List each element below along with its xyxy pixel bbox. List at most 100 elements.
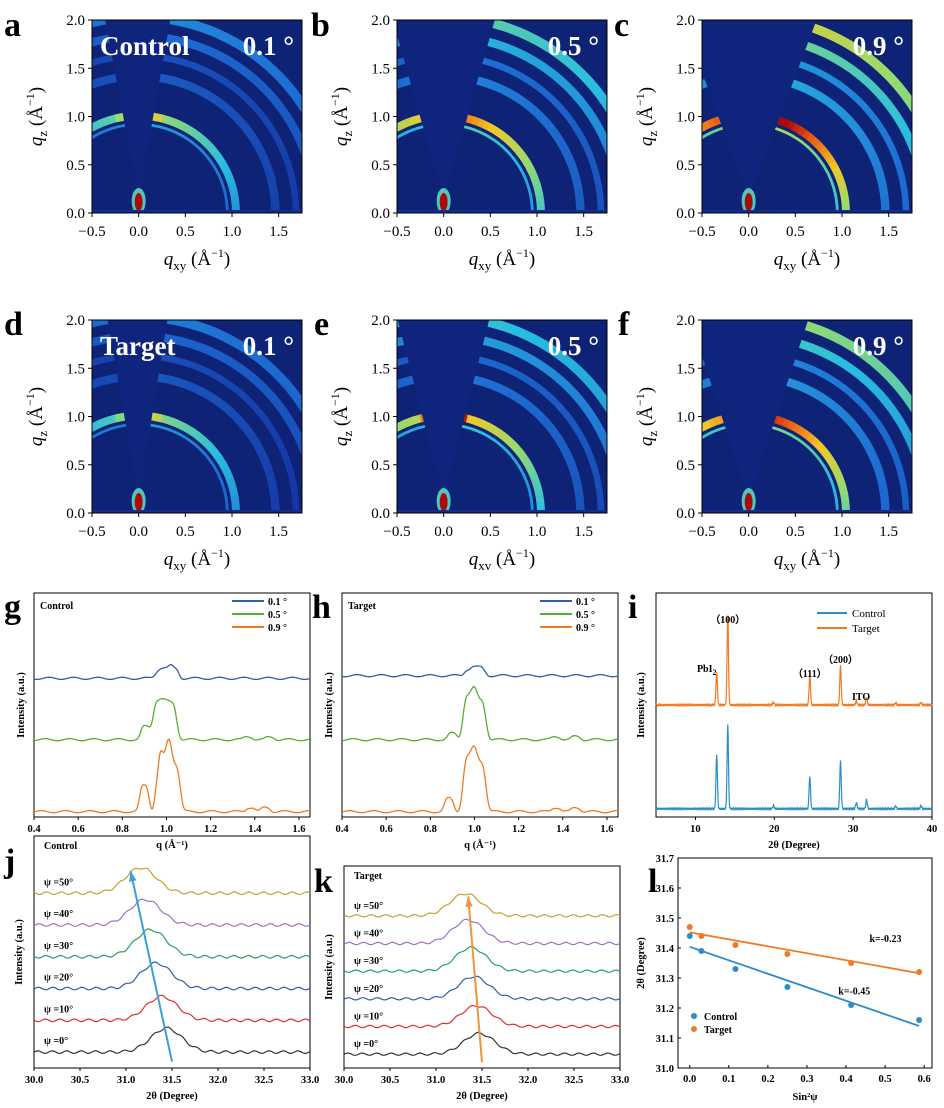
ring-segment xyxy=(358,481,363,487)
y-axis-label: qz (Å−1) xyxy=(23,387,50,446)
series-line-3 xyxy=(33,928,311,959)
series-line-0 xyxy=(343,1031,621,1056)
ring-segment xyxy=(665,450,675,460)
y-tick-label: 0.0 xyxy=(371,506,390,522)
ring-segment xyxy=(530,201,534,208)
ring-segment xyxy=(667,471,672,477)
y-axis-label: Intensity (a.u.) xyxy=(324,672,335,738)
ring-segment xyxy=(81,126,91,136)
ring-segment xyxy=(856,347,873,363)
ring-segment xyxy=(836,34,853,50)
ring-segment xyxy=(523,52,538,66)
ring-segment xyxy=(330,500,340,513)
x-axis-label: qxy (Å−1) xyxy=(164,546,230,573)
ring-segment xyxy=(569,421,582,434)
ring-segment xyxy=(564,413,576,426)
ring-segment xyxy=(819,370,832,382)
series-label: ψ =10° xyxy=(44,1004,73,1015)
ring-segment xyxy=(793,435,800,442)
scatter-panel-l: 0.0 0.1 0.2 0.3 0.4 0.5 0.6 31.0 31.1 31.2 31.3 31.… xyxy=(636,854,933,1103)
ring-segment xyxy=(669,145,679,155)
ring-segment xyxy=(303,158,314,171)
y-tick-label: 0.0 xyxy=(676,206,695,222)
ring-segment xyxy=(774,126,781,132)
ring-segment xyxy=(416,425,424,430)
y-tick-label: 2.0 xyxy=(676,313,695,329)
ring-segment xyxy=(905,138,912,152)
ring-segment xyxy=(622,441,635,456)
beam-spot xyxy=(439,493,448,511)
ring-segment xyxy=(413,114,422,124)
y-tick-label: 0.0 xyxy=(66,206,85,222)
ring-segment xyxy=(526,485,532,493)
ring-segment xyxy=(490,380,502,393)
ring-segment xyxy=(793,359,806,370)
horizon-band xyxy=(702,510,912,513)
ring-segment xyxy=(49,196,53,202)
ring-segment xyxy=(358,181,363,187)
ring-segment xyxy=(825,470,831,478)
ring-segment xyxy=(324,164,336,179)
ring-segment xyxy=(530,80,543,92)
x-tick-label: 0.6 xyxy=(72,824,85,835)
ring-segment xyxy=(360,150,370,160)
ring-segment xyxy=(552,398,564,411)
ring-segment xyxy=(890,109,904,124)
ring-segment xyxy=(117,124,124,129)
ring-segment xyxy=(104,374,116,385)
ring-segment xyxy=(662,397,674,409)
ring-segment xyxy=(55,348,69,361)
ring-segment xyxy=(813,152,820,160)
ring-segment xyxy=(662,155,672,165)
ring-segment xyxy=(607,429,618,441)
ring-segment xyxy=(918,479,928,492)
ring-segment xyxy=(233,86,246,98)
ring-segment xyxy=(575,429,586,442)
ring-segment xyxy=(225,380,238,392)
y-axis-label: 2θ (Degree) xyxy=(636,937,647,989)
ring-segment xyxy=(569,121,582,134)
ring-segment xyxy=(827,375,840,387)
ring-segment xyxy=(311,501,320,513)
panel-letter-d: d xyxy=(4,306,23,343)
ring-segment xyxy=(0,429,7,441)
ring-segment xyxy=(857,398,869,411)
xrd-panel-i: 10 20 30 40 2θ (Degree) Intensity (a.u.) PbI2 （… xyxy=(628,589,937,851)
fit-line-target xyxy=(689,931,920,975)
ring-segment xyxy=(497,84,510,96)
ring-segment xyxy=(469,426,476,432)
plot-frame xyxy=(33,592,311,818)
ring-segment xyxy=(596,128,607,143)
ring-segment xyxy=(1,121,12,133)
ring-segment xyxy=(669,466,674,472)
ring-segment xyxy=(909,150,912,158)
data-point xyxy=(916,969,923,975)
ring-segment xyxy=(50,491,54,497)
ring-segment xyxy=(684,40,698,52)
ring-segment xyxy=(608,204,617,213)
ring-segment xyxy=(306,469,317,482)
ring-segment xyxy=(615,190,624,202)
ring-segment xyxy=(316,377,330,391)
fit-line-control xyxy=(689,945,920,1027)
ring-segment xyxy=(354,460,364,469)
ring-segment xyxy=(608,495,617,505)
ring-segment xyxy=(534,488,544,497)
ring-segment xyxy=(616,501,625,513)
ring-segment xyxy=(200,148,207,156)
ring-segment xyxy=(401,430,409,436)
ring-segment xyxy=(340,335,356,349)
ring-segment xyxy=(230,194,240,202)
y-tick-label: 2.0 xyxy=(676,13,695,29)
ring-segment xyxy=(215,170,221,178)
heatmap-image xyxy=(608,20,912,213)
ring-segment xyxy=(169,375,181,387)
ring-segment xyxy=(101,428,109,434)
ring-segment xyxy=(0,138,3,150)
ring-segment xyxy=(520,170,526,178)
ring-segment xyxy=(585,409,599,424)
ring-segment xyxy=(376,449,382,455)
ring-segment xyxy=(324,464,336,479)
ring-segment xyxy=(179,336,193,349)
ring-segment xyxy=(659,496,663,502)
